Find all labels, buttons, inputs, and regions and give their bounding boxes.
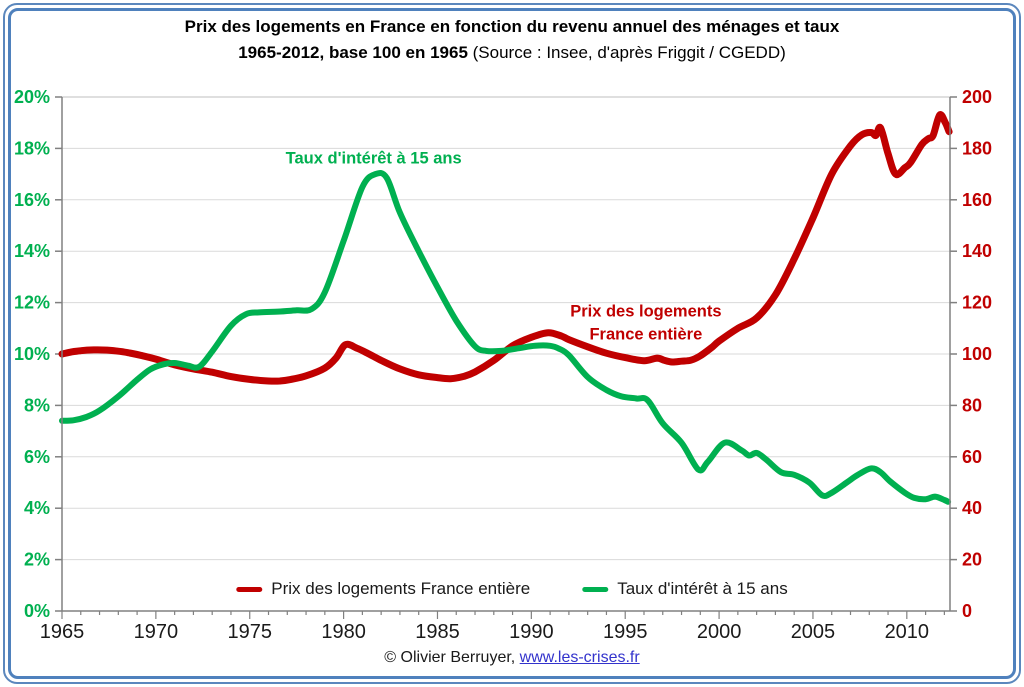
right-axis-tick-label: 160 bbox=[962, 190, 992, 210]
chart-title-line-1: Prix des logements en France en fonction… bbox=[184, 17, 840, 36]
chart-subtitle-bold: 1965-2012, base 100 en 1965 bbox=[238, 43, 468, 62]
left-axis-tick-label: 4% bbox=[24, 498, 50, 518]
series-line-taux bbox=[59, 169, 952, 505]
footer: © Olivier Berruyer, www.les-crises.fr bbox=[0, 649, 1024, 667]
x-axis-tick-label: 1985 bbox=[415, 621, 460, 643]
annotation-prix-label: Prix des logements bbox=[570, 302, 721, 320]
left-axis-tick-label: 18% bbox=[14, 138, 50, 158]
legend-item-prix-des-logements: Prix des logements France entière bbox=[236, 579, 530, 599]
series-line-prix bbox=[58, 111, 953, 385]
left-axis-tick-label: 0% bbox=[24, 601, 50, 621]
les-crises-link[interactable]: www.les-crises.fr bbox=[519, 649, 640, 666]
x-axis-tick-label: 1980 bbox=[321, 621, 366, 643]
legend-label-taux: Taux d'intérêt à 15 ans bbox=[617, 579, 788, 598]
legend-item-taux-interet: Taux d'intérêt à 15 ans bbox=[582, 579, 788, 599]
page-border-inner bbox=[8, 8, 1016, 679]
copyright-text: © Olivier Berruyer, bbox=[384, 649, 520, 666]
x-axis-tick-label: 1990 bbox=[509, 621, 554, 643]
x-axis-tick-label: 1965 bbox=[40, 621, 85, 643]
left-axis-tick-label: 8% bbox=[24, 395, 50, 415]
right-axis-tick-label: 120 bbox=[962, 293, 992, 313]
left-axis-tick-label: 16% bbox=[14, 190, 50, 210]
red-line-swatch bbox=[236, 586, 263, 592]
right-axis-tick-label: 140 bbox=[962, 241, 992, 261]
page-border-outer bbox=[3, 3, 1021, 684]
x-axis-tick-label: 2005 bbox=[791, 621, 836, 643]
chart-legend: Prix des logements France entière Taux d… bbox=[236, 579, 788, 599]
x-axis-tick-label: 2000 bbox=[697, 621, 742, 643]
right-axis-tick-label: 20 bbox=[962, 550, 982, 570]
x-axis-tick-label: 2010 bbox=[885, 621, 930, 643]
green-line-swatch bbox=[582, 586, 609, 592]
right-axis-tick-label: 200 bbox=[962, 87, 992, 107]
x-axis-tick-label: 1975 bbox=[227, 621, 272, 643]
chart-title-block: Prix des logements en France en fonction… bbox=[0, 14, 1024, 66]
right-axis-tick-label: 80 bbox=[962, 395, 982, 415]
chart-title-line-2: 1965-2012, base 100 en 1965 (Source : In… bbox=[0, 40, 1024, 66]
chart-subtitle-source: (Source : Insee, d'après Friggit / CGEDD… bbox=[467, 43, 786, 62]
x-axis-tick-label: 1970 bbox=[134, 621, 179, 643]
left-axis-tick-label: 20% bbox=[14, 87, 50, 107]
right-axis-tick-label: 60 bbox=[962, 447, 982, 467]
left-axis-tick-label: 6% bbox=[24, 447, 50, 467]
left-axis-tick-label: 10% bbox=[14, 344, 50, 364]
annotation-prix-label: France entière bbox=[589, 325, 702, 343]
left-axis-tick-label: 12% bbox=[14, 293, 50, 313]
legend-label-prix: Prix des logements France entière bbox=[271, 579, 531, 598]
right-axis-tick-label: 40 bbox=[962, 498, 982, 518]
left-axis-tick-label: 14% bbox=[14, 241, 50, 261]
annotation-taux-label: Taux d'intérêt à 15 ans bbox=[286, 149, 462, 167]
right-axis-tick-label: 0 bbox=[962, 601, 972, 621]
left-axis-tick-label: 2% bbox=[24, 550, 50, 570]
right-axis-tick-label: 100 bbox=[962, 344, 992, 364]
right-axis-tick-label: 180 bbox=[962, 138, 992, 158]
x-axis-tick-label: 1995 bbox=[603, 621, 648, 643]
